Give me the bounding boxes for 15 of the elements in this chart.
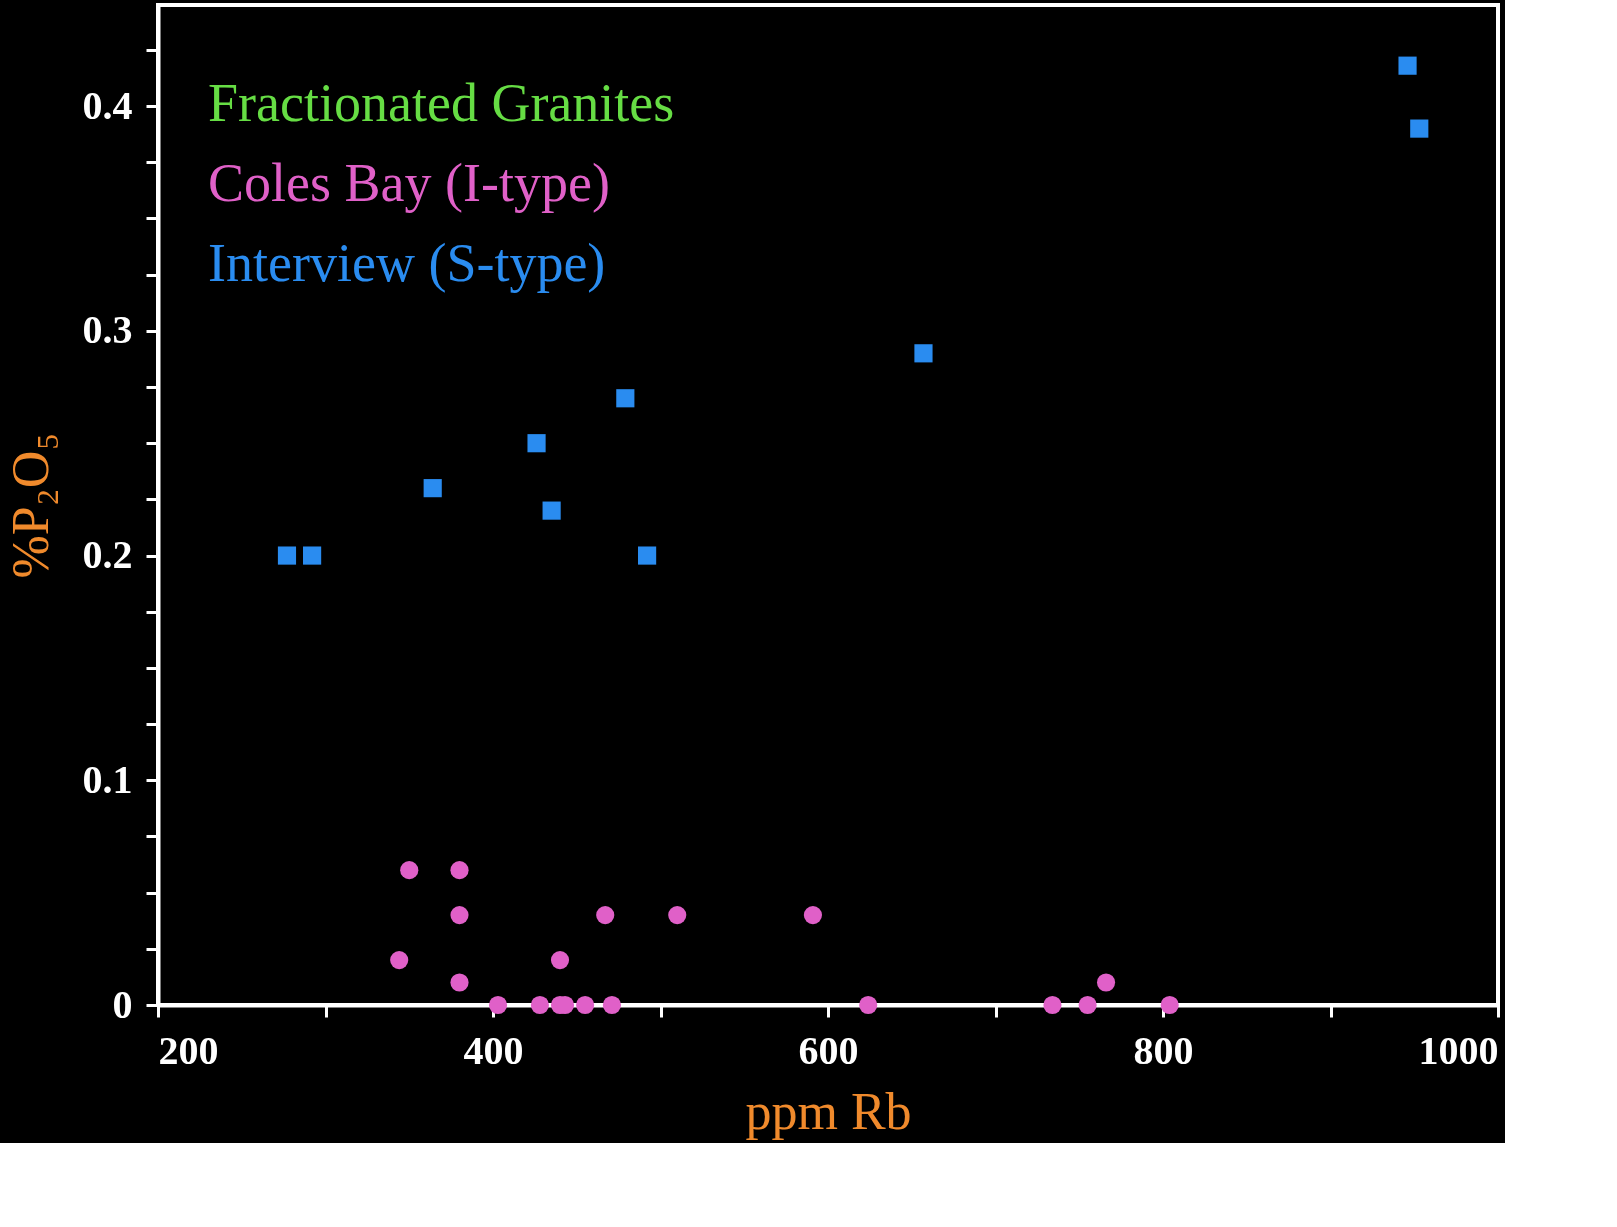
text: Coles Bay (I-type) <box>208 153 610 213</box>
y-tick-label: 0.1 <box>82 756 133 802</box>
x-tick-label: 200 <box>158 1027 219 1073</box>
y-tick-label: 0 <box>112 981 133 1027</box>
legend-label: Fractionated Granites <box>208 73 675 133</box>
y-tick-label: 0.4 <box>82 82 133 128</box>
x-tick-label: 600 <box>798 1027 859 1073</box>
x-tick-label: 400 <box>463 1027 524 1073</box>
x-tick-label: 800 <box>1133 1027 1194 1073</box>
x-axis-title: ppm Rb <box>745 1082 912 1140</box>
x-tick-label: 1000 <box>1418 1027 1499 1073</box>
y-tick-label: 0.3 <box>82 307 133 353</box>
y-axis-title: %P₂O₅ <box>1 432 59 579</box>
series-label: Interview (S-type) <box>208 233 606 293</box>
y-tick-label: 0.2 <box>82 532 133 578</box>
